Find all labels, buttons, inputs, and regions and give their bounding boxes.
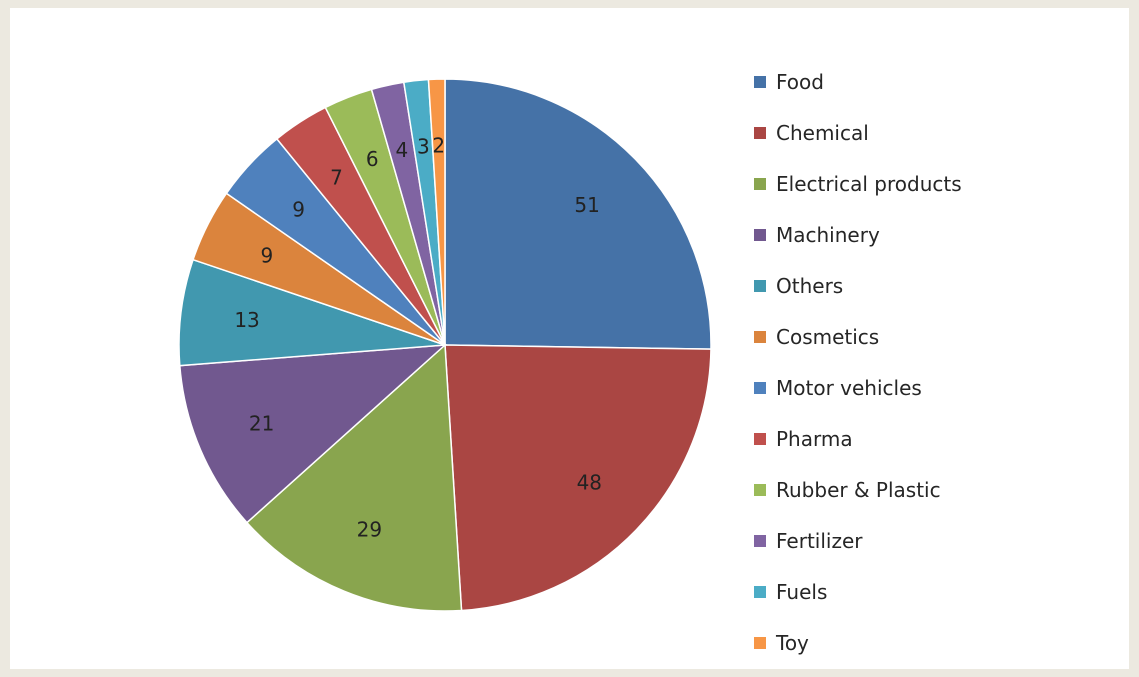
legend-label: Fertilizer: [776, 528, 863, 553]
legend-swatch: [754, 585, 766, 598]
pie-slice-machinery: [178, 344, 448, 524]
chart-frame: 51 48 29 21 13 9 9 7 6 4 3 2 Food Chemical Electrical…: [10, 8, 1129, 669]
data-label-fertilizer: 4: [396, 138, 409, 162]
legend-swatch: [754, 177, 766, 190]
data-label-toy: 2: [432, 134, 445, 158]
legend-label: Rubber & Plastic: [776, 477, 941, 502]
legend-swatch: [754, 75, 766, 88]
legend-label: Chemical: [776, 120, 869, 145]
legend-swatch: [754, 534, 766, 547]
pie-slices: [178, 78, 712, 612]
data-label-cosmetics: 9: [260, 243, 273, 267]
data-label-chemical: 48: [577, 471, 602, 495]
legend-item-motor-vehicles: Motor vehicles: [754, 362, 962, 413]
data-label-others: 13: [234, 308, 259, 332]
legend-label: Machinery: [776, 222, 880, 247]
legend-swatch: [754, 228, 766, 241]
legend-swatch: [754, 636, 766, 649]
legend-item-electrical-products: Electrical products: [754, 158, 962, 209]
legend-item-pharma: Pharma: [754, 413, 962, 464]
legend-swatch: [754, 279, 766, 292]
data-label-machinery: 21: [249, 411, 274, 435]
legend-label: Others: [776, 273, 844, 298]
legend-item-toy: Toy: [754, 617, 962, 668]
legend-item-others: Others: [754, 260, 962, 311]
legend-item-rubber-plastic: Rubber & Plastic: [754, 464, 962, 515]
pie-chart: 51 48 29 21 13 99 76 4 3 2: [178, 78, 712, 612]
data-label-motor-vehicles: 9: [292, 198, 305, 222]
legend-item-cosmetics: Cosmetics: [754, 311, 962, 362]
pie-slice-food: [444, 78, 712, 350]
data-label-electrical-products: 29: [357, 518, 382, 542]
legend-label: Pharma: [776, 426, 853, 451]
data-label-pharma: 7: [330, 166, 343, 190]
legend-label: Cosmetics: [776, 324, 880, 349]
legend-label: Toy: [776, 630, 809, 655]
legend-label: Motor vehicles: [776, 375, 922, 400]
legend-swatch: [754, 330, 766, 343]
data-label-food: 51: [574, 193, 599, 217]
legend-label: Food: [776, 69, 824, 94]
legend-label: Electrical products: [776, 171, 962, 196]
data-label-fuels: 3: [417, 135, 430, 159]
legend-item-food: Food: [754, 56, 962, 107]
legend-swatch: [754, 483, 766, 496]
pie-slice-chemical: [444, 344, 712, 612]
pie-data-labels: 51 48 29 21 13 99 76 4 3 2: [234, 134, 602, 542]
legend-label: Fuels: [776, 579, 828, 604]
legend-item-chemical: Chemical: [754, 107, 962, 158]
legend-swatch: [754, 432, 766, 445]
legend-item-fertilizer: Fertilizer: [754, 515, 962, 566]
data-label-rubber-plastic: 6: [366, 147, 379, 171]
pie-slice-toy: [427, 78, 446, 346]
legend-swatch: [754, 381, 766, 394]
pie-slice-electrical-products: [245, 343, 463, 612]
legend-swatch: [754, 126, 766, 139]
chart-legend: Food Chemical Electrical products Machinery…: [754, 56, 962, 668]
legend-item-machinery: Machinery: [754, 209, 962, 260]
legend-item-fuels: Fuels: [754, 566, 962, 617]
